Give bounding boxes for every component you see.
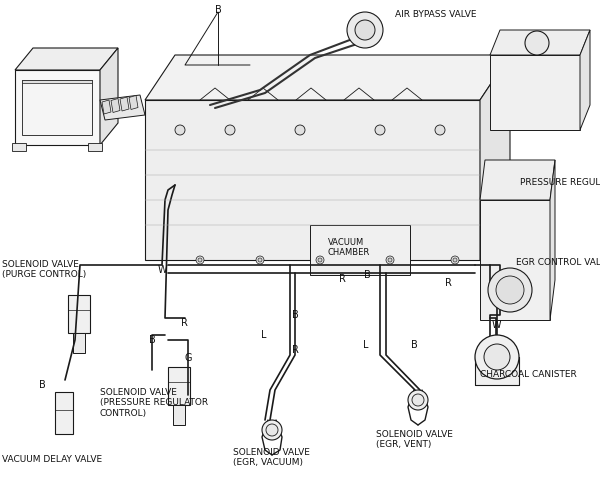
Circle shape	[316, 256, 324, 264]
Circle shape	[484, 344, 510, 370]
Text: B: B	[292, 310, 298, 320]
Text: B: B	[38, 380, 46, 390]
Text: PRESSURE REGULATOR: PRESSURE REGULATOR	[520, 178, 600, 187]
Circle shape	[488, 268, 532, 312]
Polygon shape	[15, 70, 100, 145]
Circle shape	[198, 258, 202, 262]
Bar	[475, 357, 519, 385]
Circle shape	[262, 420, 282, 440]
Polygon shape	[480, 200, 550, 320]
Text: AIR BYPASS VALVE: AIR BYPASS VALVE	[395, 10, 476, 19]
Circle shape	[266, 424, 278, 436]
Text: SOLENOID VALVE
(PRESSURE REGULATOR
CONTROL): SOLENOID VALVE (PRESSURE REGULATOR CONTR…	[100, 388, 208, 418]
Text: SOLENOID VALVE
(EGR, VACUUM): SOLENOID VALVE (EGR, VACUUM)	[233, 448, 310, 468]
Polygon shape	[580, 30, 590, 130]
Text: R: R	[338, 274, 346, 284]
Bar	[68, 295, 90, 333]
Text: SOLENOID VALVE
(EGR, VENT): SOLENOID VALVE (EGR, VENT)	[376, 430, 453, 449]
Polygon shape	[145, 55, 510, 100]
Bar	[310, 225, 410, 275]
Bar	[55, 392, 73, 434]
Polygon shape	[111, 99, 120, 113]
Text: W: W	[491, 320, 501, 330]
Polygon shape	[480, 160, 555, 200]
Circle shape	[318, 258, 322, 262]
Polygon shape	[550, 160, 555, 320]
Polygon shape	[100, 95, 145, 120]
Polygon shape	[102, 100, 111, 114]
Circle shape	[295, 125, 305, 135]
Text: VACUUM
CHAMBER: VACUUM CHAMBER	[328, 238, 370, 257]
Circle shape	[225, 125, 235, 135]
Circle shape	[451, 256, 459, 264]
Polygon shape	[480, 55, 510, 260]
Circle shape	[496, 276, 524, 304]
Bar	[168, 367, 190, 405]
Polygon shape	[100, 48, 118, 145]
Text: G: G	[184, 353, 192, 363]
Circle shape	[375, 125, 385, 135]
Text: L: L	[363, 340, 369, 350]
Circle shape	[412, 394, 424, 406]
Bar	[73, 333, 85, 353]
Text: R: R	[445, 278, 451, 288]
Circle shape	[408, 390, 428, 410]
Circle shape	[435, 125, 445, 135]
Text: EGR CONTROL VALVE: EGR CONTROL VALVE	[516, 258, 600, 267]
Text: B: B	[410, 340, 418, 350]
Circle shape	[256, 256, 264, 264]
Polygon shape	[15, 48, 118, 70]
Polygon shape	[120, 97, 129, 111]
Bar	[173, 405, 185, 425]
Text: SOLENOID VALVE
(PURGE CONTROL): SOLENOID VALVE (PURGE CONTROL)	[2, 260, 86, 279]
Circle shape	[196, 256, 204, 264]
Bar	[12, 143, 26, 151]
Text: L: L	[261, 330, 267, 340]
Circle shape	[355, 20, 375, 40]
Polygon shape	[145, 100, 480, 260]
Text: B: B	[364, 270, 370, 280]
Text: R: R	[292, 345, 298, 355]
Text: B: B	[215, 5, 221, 15]
Text: VACUUM DELAY VALVE: VACUUM DELAY VALVE	[2, 455, 102, 464]
Circle shape	[258, 258, 262, 262]
Circle shape	[175, 125, 185, 135]
Polygon shape	[22, 80, 92, 83]
Circle shape	[347, 12, 383, 48]
Circle shape	[525, 31, 549, 55]
Circle shape	[453, 258, 457, 262]
Polygon shape	[129, 96, 138, 110]
Circle shape	[475, 335, 519, 379]
Bar	[22, 80, 92, 135]
Text: B: B	[149, 335, 155, 345]
Circle shape	[388, 258, 392, 262]
Text: R: R	[181, 318, 187, 328]
Text: W: W	[157, 265, 167, 275]
Polygon shape	[490, 30, 590, 55]
Polygon shape	[490, 55, 580, 130]
Text: CHARCOAL CANISTER: CHARCOAL CANISTER	[480, 370, 577, 379]
Circle shape	[386, 256, 394, 264]
Bar	[88, 143, 102, 151]
